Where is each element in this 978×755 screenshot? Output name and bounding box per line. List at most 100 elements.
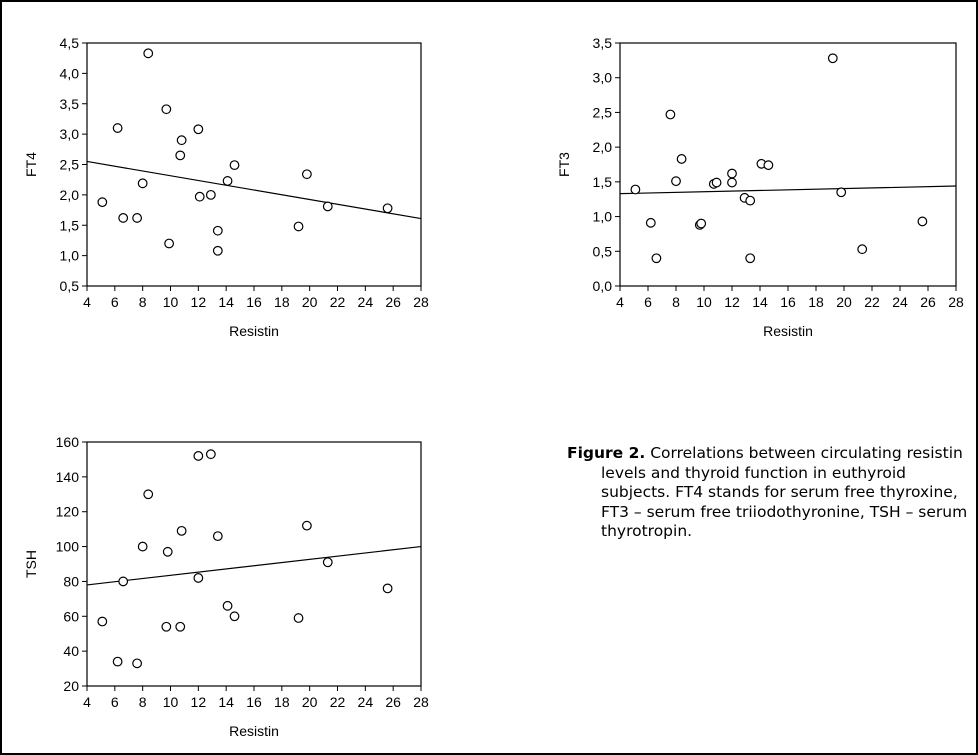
ft4-data-point	[194, 191, 205, 202]
ft3-x-tick-label: 12	[724, 294, 740, 310]
ft3-x-tick-label: 28	[948, 294, 964, 310]
ft4-data-point	[176, 135, 187, 146]
ft4-data-point	[118, 213, 129, 223]
tsh-data-point	[301, 520, 312, 531]
tsh-y-axis-label: TSH	[23, 550, 39, 578]
ft4-data-point	[301, 169, 312, 180]
ft4-data-point	[212, 245, 223, 256]
tsh-x-tick-label: 12	[191, 694, 207, 710]
ft4-x-tick-label: 24	[358, 294, 374, 310]
ft4-x-tick-label: 8	[139, 294, 147, 310]
ft3-x-tick-label: 14	[752, 294, 768, 310]
ft4-y-tick-label: 2,5	[60, 157, 80, 173]
ft4-data-point	[132, 213, 143, 223]
ft3-y-tick-label: 3,0	[593, 70, 613, 86]
ft4-data-point	[137, 178, 148, 189]
ft3-data-point	[676, 154, 687, 164]
tsh-x-axis-label: Resistin	[229, 723, 279, 739]
tsh-data-point	[162, 546, 173, 557]
ft3-trend-line	[619, 185, 957, 195]
tsh-x-tick-label: 14	[218, 694, 234, 710]
tsh-y-tick-label: 80	[63, 573, 79, 589]
ft3-y-tick-label: 3,5	[593, 35, 613, 51]
ft4-data-point	[97, 197, 108, 208]
tsh-data-point	[118, 576, 129, 587]
figure-caption-text: Correlations between circulating resisti…	[601, 444, 968, 540]
tsh-data-point	[193, 573, 204, 583]
tsh-data-point	[293, 613, 304, 623]
ft3-y-tick-label: 2,5	[593, 104, 613, 120]
tsh-y-tick-label: 160	[56, 434, 80, 450]
tsh-y-tick-label: 140	[56, 469, 80, 485]
tsh-data-point	[161, 621, 172, 632]
ft4-y-tick-label: 2,0	[60, 187, 80, 203]
ft3-data-point	[836, 187, 847, 198]
tsh-data-point	[322, 557, 333, 568]
ft3-x-tick-label: 16	[780, 294, 796, 310]
ft3-x-tick-label: 22	[864, 294, 880, 310]
ft3-data-point	[645, 217, 656, 228]
ft4-data-point	[382, 203, 393, 214]
ft3-data-point	[745, 195, 756, 206]
tsh-data-point	[176, 525, 187, 536]
ft3-y-axis-label: FT3	[556, 152, 572, 177]
tsh-x-tick-label: 24	[358, 694, 374, 710]
figure-caption: Figure 2. Correlations between circulati…	[567, 444, 972, 542]
ft3-data-point	[651, 253, 662, 264]
tsh-plot-area	[86, 441, 422, 687]
tsh-y-tick-label: 120	[56, 504, 80, 520]
ft3-data-point	[763, 160, 774, 171]
ft4-data-point	[175, 150, 186, 161]
tsh-data-point	[212, 531, 223, 542]
tsh-x-tick-label: 28	[413, 694, 429, 710]
ft3-data-point	[711, 177, 722, 188]
ft3-x-tick-label: 26	[920, 294, 936, 310]
ft4-data-point	[229, 160, 240, 171]
ft3-data-point	[671, 176, 681, 187]
ft3-y-tick-label: 0,5	[593, 243, 613, 259]
ft4-y-tick-label: 0,5	[60, 278, 80, 294]
tsh-data-point	[205, 449, 216, 460]
ft3-x-tick-label: 10	[696, 294, 712, 310]
ft3-y-tick-label: 1,5	[593, 174, 613, 190]
tsh-y-tick-label: 100	[56, 539, 80, 555]
ft3-data-point	[665, 109, 676, 120]
tsh-y-tick-label: 40	[63, 643, 79, 659]
ft4-y-tick-label: 4,5	[60, 35, 80, 51]
tsh-y-tick-label: 20	[63, 678, 79, 694]
tsh-x-tick-label: 18	[274, 694, 290, 710]
ft3-data-point	[745, 253, 756, 264]
tsh-x-tick-label: 20	[302, 694, 318, 710]
ft4-data-point	[161, 104, 172, 115]
tsh-x-tick-label: 26	[385, 694, 401, 710]
ft4-y-tick-label: 3,0	[60, 126, 80, 142]
ft4-x-tick-label: 12	[191, 294, 207, 310]
tsh-x-tick-label: 8	[139, 694, 147, 710]
tsh-data-point	[112, 656, 123, 667]
tsh-x-tick-label: 6	[111, 694, 119, 710]
ft3-y-tick-label: 0,0	[593, 278, 613, 294]
ft4-data-point	[164, 238, 175, 249]
ft4-y-tick-label: 1,0	[60, 248, 80, 264]
ft4-trend-line	[86, 160, 422, 220]
ft4-x-tick-label: 6	[111, 294, 119, 310]
ft4-x-tick-label: 18	[274, 294, 290, 310]
ft3-x-tick-label: 18	[808, 294, 824, 310]
ft3-x-tick-label: 20	[836, 294, 852, 310]
tsh-data-point	[143, 489, 154, 500]
ft4-x-tick-label: 14	[218, 294, 234, 310]
ft3-data-point	[857, 244, 868, 255]
ft4-data-point	[112, 123, 123, 133]
ft4-data-point	[193, 124, 204, 135]
ft3-data-point	[727, 177, 737, 188]
tsh-data-point	[193, 451, 204, 461]
ft4-x-tick-label: 16	[246, 294, 262, 310]
ft4-x-tick-label: 4	[83, 294, 91, 310]
ft3-x-axis-label: Resistin	[763, 323, 813, 339]
tsh-x-tick-label: 4	[83, 694, 91, 710]
ft3-data-point	[917, 216, 928, 227]
tsh-trend-line	[86, 545, 422, 586]
tsh-y-tick-label: 60	[63, 608, 79, 624]
